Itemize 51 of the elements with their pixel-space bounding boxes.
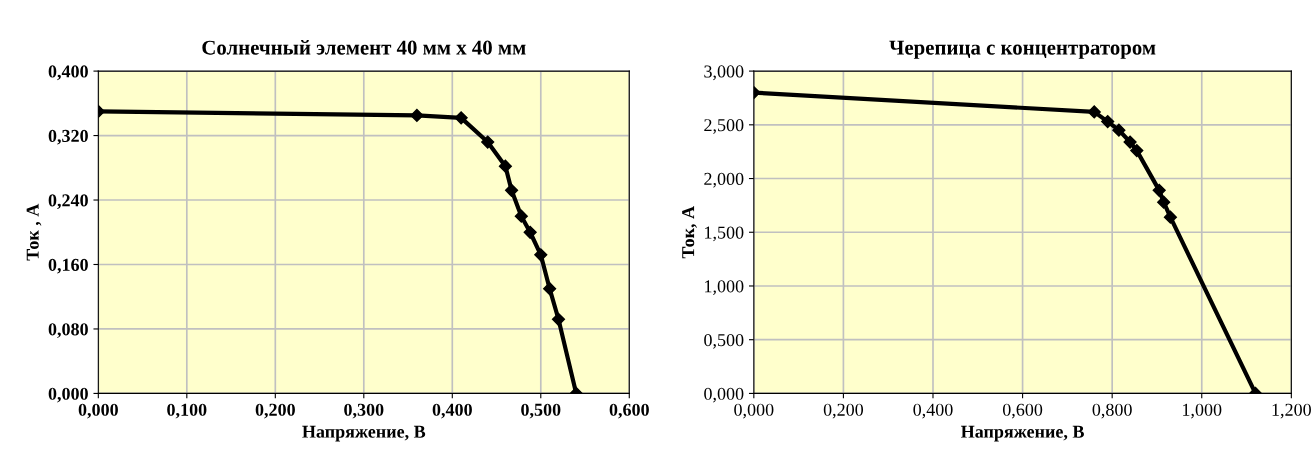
y-tick-label: 0,000 [48,387,88,403]
x-tick-label: 0,500 [521,403,561,419]
point [454,111,468,125]
x-tick-label: 1,200 [1272,403,1311,419]
point [551,312,566,326]
chart-title: Черепица с концентратором [889,40,1156,59]
chart-title: Солнечный элемент 40 мм х 40 мм [202,40,526,55]
y-tick-label: 0,400 [48,65,88,81]
x-tick-label: 0,800 [1092,403,1132,419]
x-tick-label: 0,000 [78,403,118,419]
point [481,135,495,149]
x-axis-title: Напряжение, В [960,425,1084,442]
y-tick-label: 0,000 [704,387,744,403]
point [1152,183,1166,197]
x-tick-label: 0,300 [344,403,384,419]
point [1101,115,1115,129]
x-tick-label: 0,600 [1002,403,1043,419]
point [410,108,424,123]
y-tick-label: 2,500 [704,119,744,134]
x-axis-title: Напряжение, В [302,425,426,442]
x-tick-label: 0,100 [167,403,207,419]
y-tick-label: 2,000 [704,172,744,188]
x-tick-label: 0,000 [734,403,774,419]
point [1123,135,1137,149]
point [498,159,512,173]
y-tick-label: 0,240 [48,194,88,210]
point [1112,123,1126,137]
y-tick-label: 3,000 [704,65,744,81]
point [1163,210,1177,224]
point [1087,105,1101,119]
point [534,248,548,262]
y-tick-label: 1,500 [705,226,744,242]
point [543,282,557,296]
point [1157,195,1171,209]
y-axis-title: Ток , А [26,203,42,261]
y-tick-label: 0,320 [48,129,88,145]
point [514,209,528,223]
x-tick-label: 0,600 [609,403,649,419]
x-tick-label: 0,400 [913,403,953,419]
x-tick-label: 0,400 [432,403,472,419]
point [523,225,537,239]
y-axis-title: Ток, А [682,206,697,259]
x-tick-label: 0,200 [823,403,864,419]
point [504,183,519,197]
y-tick-label: 1,000 [705,280,744,296]
y-tick-label: 0,500 [704,333,744,349]
point [1130,144,1144,158]
x-tick-label: 1,000 [1183,403,1222,419]
x-tick-label: 0,200 [255,403,295,419]
y-tick-label: 0,080 [48,323,88,339]
y-tick-label: 0,160 [48,258,88,274]
